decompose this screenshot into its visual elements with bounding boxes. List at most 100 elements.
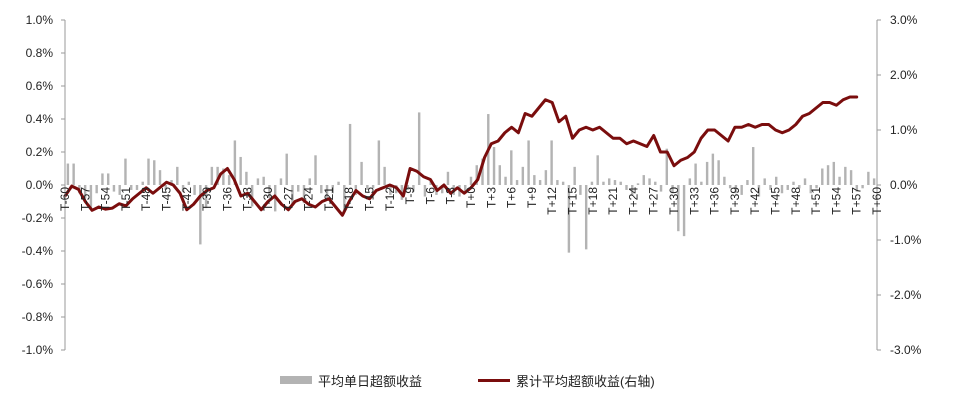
bar [245, 171, 248, 185]
bar [262, 176, 265, 185]
bar [671, 185, 674, 194]
bar [227, 175, 231, 185]
legend: 平均单日超额收益 累计平均超额收益(右轴) [280, 370, 711, 390]
line-series-cumulative-excess-return [63, 95, 859, 217]
bar [631, 185, 634, 195]
bar [222, 168, 225, 185]
x-tick-label: T-42 [180, 187, 194, 211]
bar [343, 185, 346, 210]
x-axis-ticks: T-60 T-57 T-54 T-51 T-48 T-45 T-42 T-39 T-36 T-33… [58, 187, 884, 215]
left-tick-label: -0.8% [22, 310, 54, 324]
bar [844, 166, 847, 185]
bar [746, 180, 749, 185]
bar [441, 185, 444, 194]
x-tick-label: T+33 [687, 187, 701, 215]
bar [544, 170, 548, 185]
bar [492, 147, 496, 185]
x-tick-label: T+57 [850, 187, 864, 215]
bar [700, 181, 703, 185]
right-tick-label: -1.0% [890, 233, 922, 247]
x-tick-label: T+45 [769, 187, 783, 215]
bar [775, 176, 778, 185]
legend-line-label: 累计平均超额收益(右轴) [516, 373, 655, 389]
right-tick-label: 0.0% [890, 178, 918, 192]
left-tick-label: 0.4% [26, 112, 54, 126]
bar [124, 158, 127, 185]
x-tick-label: T-48 [139, 187, 153, 211]
bar [320, 185, 323, 194]
bar [711, 153, 715, 185]
bar [314, 155, 317, 185]
bar [654, 181, 657, 185]
bar [193, 185, 196, 195]
bar [389, 185, 392, 195]
bar [216, 166, 219, 185]
bar [723, 176, 726, 185]
x-tick-label: T+3 [484, 187, 498, 208]
bar [751, 147, 755, 185]
bar [567, 185, 571, 253]
bar [717, 160, 720, 185]
bar [527, 140, 530, 185]
bar [66, 163, 70, 185]
bar [533, 175, 536, 185]
cumulative-line [63, 95, 859, 217]
x-tick-label: T+51 [809, 187, 823, 215]
bar [642, 175, 645, 185]
bar [826, 165, 830, 185]
bar [210, 166, 214, 185]
left-tick-label: 0.6% [26, 79, 54, 93]
x-tick-label: T-21 [322, 187, 336, 211]
bar [141, 181, 144, 185]
x-tick-label: T-30 [261, 187, 275, 211]
bar [464, 185, 467, 192]
bar [515, 180, 519, 185]
x-tick-label: T-6 [423, 187, 437, 205]
bar [556, 180, 559, 185]
bar [786, 185, 789, 190]
left-tick-label: -0.6% [22, 277, 54, 291]
x-tick-label: T+15 [566, 187, 580, 215]
x-tick-label: T+24 [626, 187, 640, 215]
x-tick-label: T-18 [342, 187, 356, 211]
bar [204, 185, 208, 209]
x-tick-label: T+30 [667, 187, 681, 215]
bar [550, 140, 553, 185]
x-tick-label: T+12 [545, 187, 559, 215]
bar [147, 158, 150, 185]
bar [867, 171, 870, 185]
bar [176, 166, 179, 185]
bar [659, 185, 663, 192]
bar [504, 176, 507, 185]
x-tick-label: T-33 [241, 187, 255, 211]
bar [101, 173, 104, 185]
left-tick-label: 0.8% [26, 46, 54, 60]
right-tick-label: 2.0% [890, 68, 918, 82]
legend-bar-label: 平均单日超额收益 [318, 373, 423, 389]
bar [302, 185, 306, 204]
bar [406, 185, 409, 190]
bar [199, 185, 202, 245]
bar [297, 185, 300, 192]
x-tick-label: T+21 [606, 187, 620, 215]
bar [573, 166, 576, 185]
bar [233, 140, 237, 185]
bar [815, 185, 818, 189]
bar [579, 185, 582, 195]
bar [371, 185, 375, 189]
bar [417, 112, 421, 185]
bar [118, 185, 121, 195]
bar [665, 148, 669, 185]
bar [423, 185, 427, 197]
x-tick-label: T-15 [363, 187, 377, 211]
x-tick-label: T+54 [829, 187, 843, 215]
bar [596, 155, 599, 185]
bar [89, 185, 93, 210]
bar [383, 166, 386, 185]
x-tick-label: T+27 [647, 187, 661, 215]
bar [412, 185, 415, 192]
x-tick-label: T-36 [220, 187, 234, 211]
bar [872, 178, 876, 185]
left-tick-label: -0.4% [22, 244, 54, 258]
